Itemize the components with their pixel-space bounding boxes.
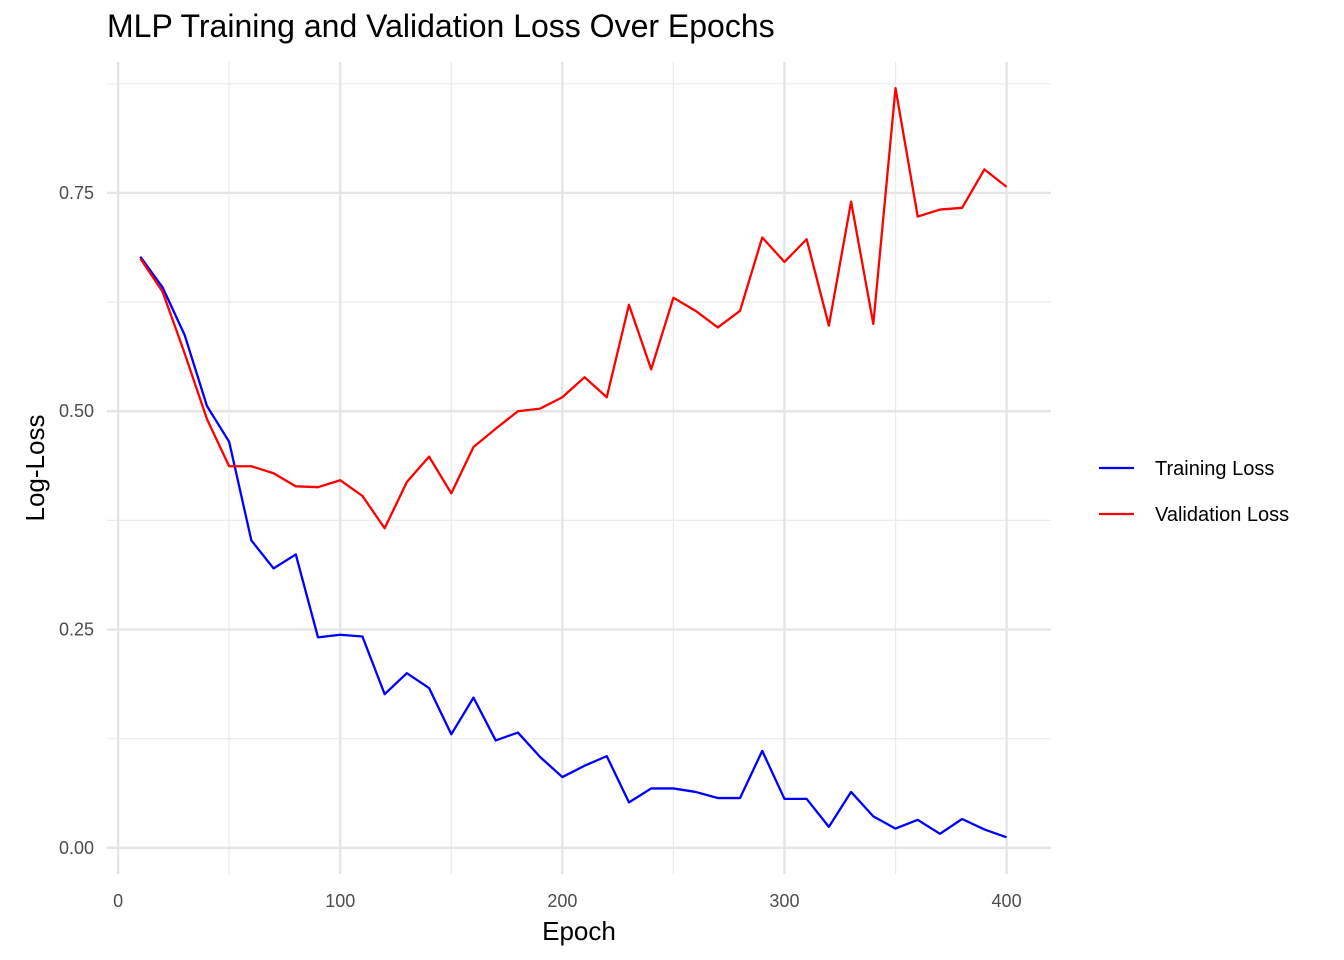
y-tick-label-0: 0.00: [59, 838, 94, 858]
x-tick-label-3: 300: [769, 891, 799, 911]
x-tick-label-2: 200: [547, 891, 577, 911]
chart-title: MLP Training and Validation Loss Over Ep…: [107, 8, 775, 44]
y-tick-label-2: 0.50: [59, 401, 94, 421]
series-lines: [139, 87, 1008, 839]
legend-label-validation-loss: Validation Loss: [1155, 504, 1289, 526]
x-tick-label-0: 0: [113, 891, 123, 911]
x-axis-title: Epoch: [542, 916, 616, 946]
x-tick-label-4: 400: [992, 891, 1022, 911]
training-loss-line: [139, 256, 1007, 839]
x-tick-label-1: 100: [325, 891, 355, 911]
y-tick-label-3: 0.75: [59, 183, 94, 203]
y-axis-tick-labels: 0.00 0.25 0.50 0.75: [59, 183, 94, 858]
y-axis-title: Log-Loss: [20, 415, 50, 522]
y-tick-label-1: 0.25: [59, 620, 94, 640]
validation-loss-line: [139, 87, 1008, 530]
major-gridlines: [107, 62, 1051, 874]
legend: Training Loss Validation Loss: [1099, 458, 1289, 526]
legend-label-training-loss: Training Loss: [1155, 458, 1274, 480]
x-axis-tick-labels: 0 100 200 300 400: [113, 891, 1022, 911]
minor-gridlines: [107, 62, 1051, 874]
